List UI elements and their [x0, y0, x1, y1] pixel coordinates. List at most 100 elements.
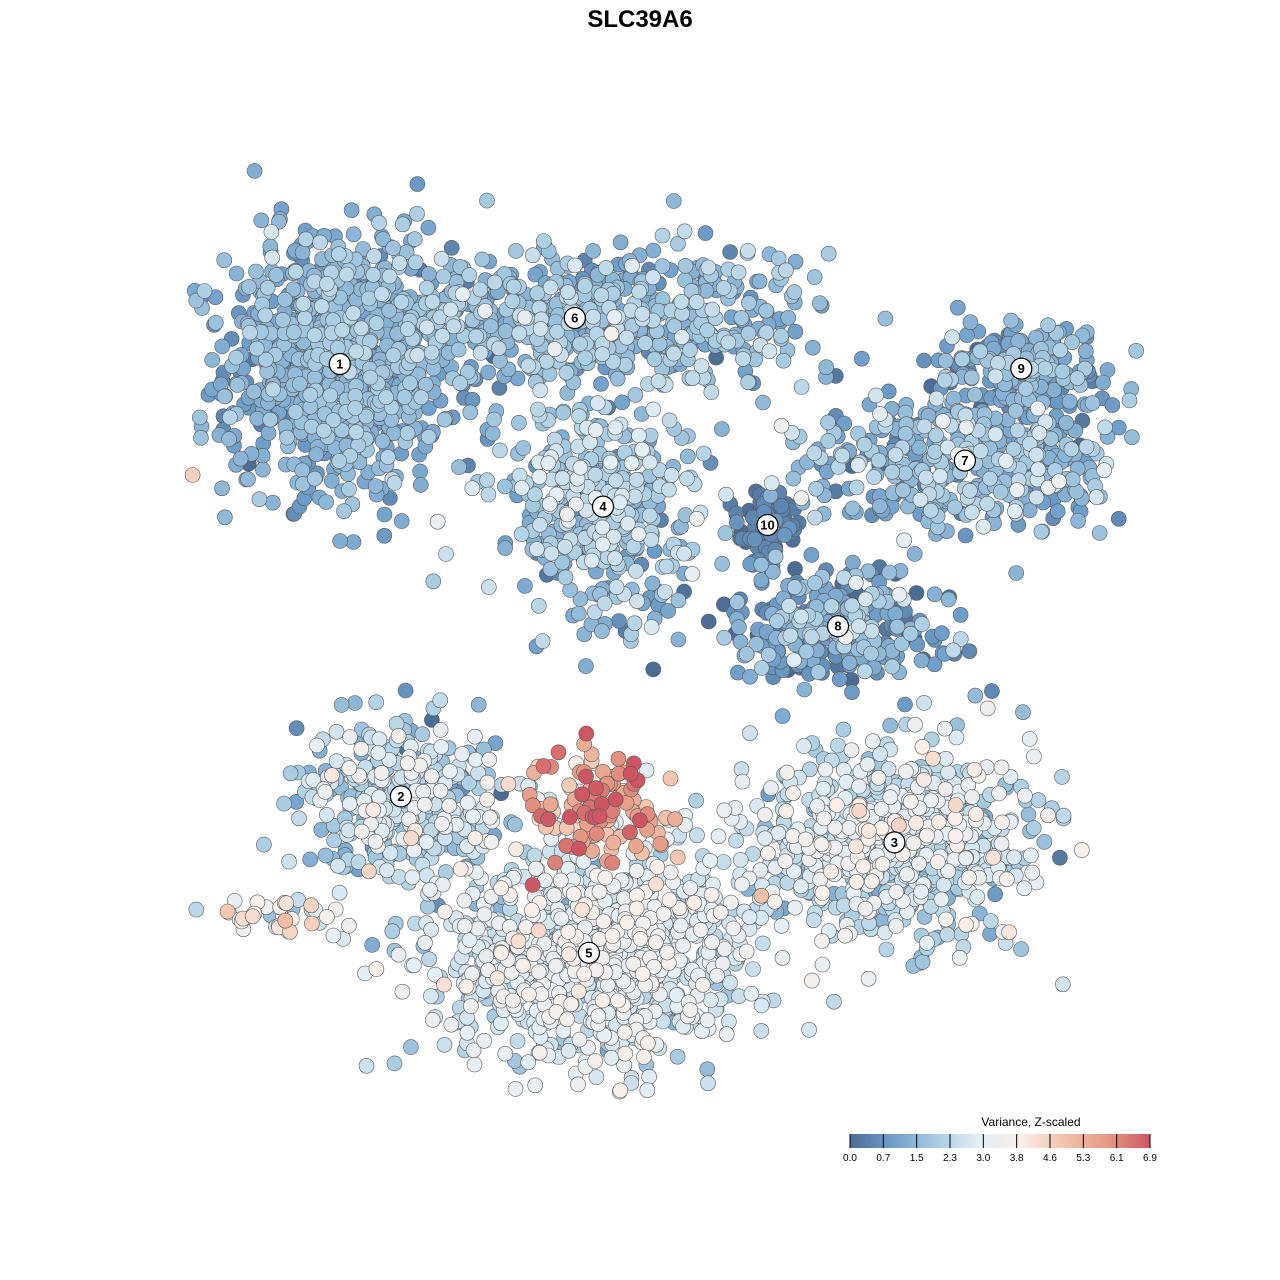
data-point	[908, 585, 925, 601]
data-point	[312, 234, 328, 251]
data-point	[957, 527, 974, 544]
data-point	[665, 193, 682, 209]
points-layer	[184, 163, 1144, 1100]
data-point	[753, 660, 770, 676]
data-point	[844, 554, 861, 571]
data-point	[848, 574, 864, 591]
data-point	[532, 321, 549, 337]
data-point	[670, 592, 687, 609]
data-point	[851, 778, 867, 795]
data-point	[412, 463, 428, 480]
data-point	[663, 467, 680, 483]
data-point	[1021, 731, 1038, 747]
data-point	[754, 935, 771, 952]
data-point	[524, 247, 541, 263]
data-point	[347, 400, 364, 416]
data-point	[527, 266, 544, 283]
data-point	[254, 461, 271, 478]
data-point	[882, 717, 899, 734]
data-point	[376, 527, 393, 544]
data-point	[699, 1012, 716, 1028]
data-point	[716, 629, 733, 646]
data-point	[820, 414, 836, 431]
data-point	[699, 1061, 716, 1077]
data-point	[318, 807, 335, 823]
data-point	[841, 820, 857, 836]
data-point	[740, 243, 756, 259]
data-point	[287, 404, 304, 420]
data-point	[688, 792, 704, 809]
data-point	[342, 729, 358, 745]
data-point	[1078, 343, 1094, 360]
data-point	[709, 967, 725, 984]
data-point	[228, 265, 245, 282]
data-point	[645, 242, 662, 259]
data-point	[317, 784, 334, 800]
data-point	[511, 325, 528, 342]
data-point	[806, 269, 823, 285]
data-point	[914, 616, 930, 632]
data-point	[1091, 525, 1108, 541]
data-point	[1124, 429, 1140, 446]
data-point	[1049, 503, 1066, 520]
data-point	[1078, 439, 1095, 455]
data-point	[555, 404, 572, 421]
data-point	[987, 886, 1003, 903]
data-point	[302, 851, 319, 868]
data-point	[1111, 510, 1127, 527]
data-point	[490, 340, 507, 357]
data-point	[607, 550, 623, 567]
data-point	[918, 469, 934, 486]
data-point	[773, 417, 790, 434]
data-point	[336, 503, 352, 520]
data-point	[515, 440, 532, 456]
data-point	[593, 376, 609, 392]
data-point	[1021, 502, 1038, 519]
data-point	[570, 1076, 586, 1093]
data-point	[933, 625, 950, 642]
data-point	[577, 350, 594, 366]
data-point	[399, 321, 416, 337]
data-point	[1069, 370, 1086, 387]
data-point	[1006, 849, 1022, 866]
data-point	[658, 558, 675, 575]
data-point	[882, 789, 899, 806]
data-point	[614, 394, 630, 411]
data-point	[543, 545, 560, 562]
data-point	[815, 780, 832, 797]
data-point	[959, 327, 975, 343]
data-point	[393, 294, 410, 310]
data-point	[843, 742, 860, 759]
data-point	[961, 643, 978, 660]
data-point	[513, 480, 530, 496]
data-point	[504, 293, 521, 309]
data-point	[436, 1037, 453, 1053]
data-point	[786, 579, 803, 596]
data-point	[741, 295, 757, 311]
data-point	[530, 597, 547, 614]
data-point	[763, 475, 780, 491]
data-point	[347, 695, 363, 711]
data-point	[982, 913, 999, 929]
data-point	[735, 351, 751, 367]
data-point	[368, 694, 385, 711]
data-point	[419, 319, 435, 336]
data-point	[1007, 403, 1024, 419]
data-point	[897, 696, 913, 713]
data-point	[438, 546, 454, 562]
data-point	[348, 343, 365, 360]
data-point	[896, 532, 912, 549]
data-point	[541, 496, 558, 512]
data-point	[738, 646, 755, 662]
data-point	[820, 245, 837, 262]
data-point	[753, 572, 770, 588]
data-point	[432, 722, 449, 738]
data-point	[432, 692, 449, 709]
data-point	[967, 687, 984, 704]
data-point	[932, 468, 949, 484]
data-point	[345, 226, 362, 243]
data-point	[421, 951, 437, 968]
data-point	[332, 533, 349, 549]
data-point	[554, 470, 571, 487]
data-point	[530, 401, 546, 418]
